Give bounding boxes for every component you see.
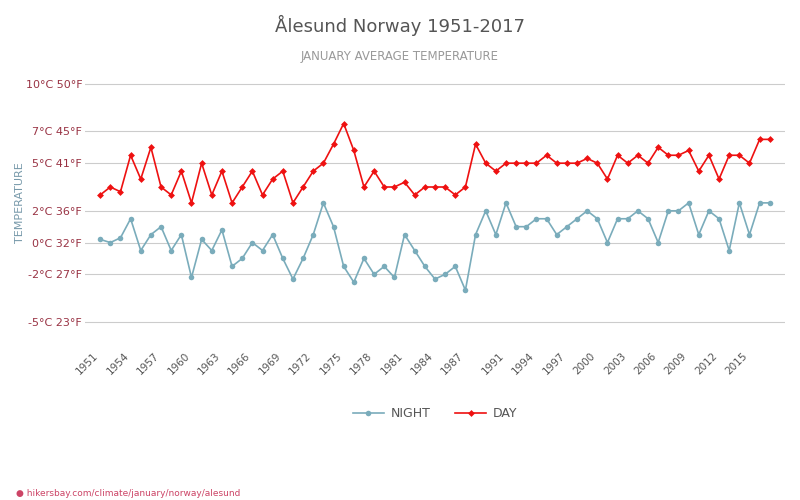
- Text: ● hikersbay.com/climate/january/norway/alesund: ● hikersbay.com/climate/january/norway/a…: [16, 488, 240, 498]
- DAY: [390, 184, 399, 190]
- Line: DAY: DAY: [98, 121, 772, 206]
- NIGHT: [177, 232, 186, 237]
- DAY: [724, 152, 734, 158]
- DAY: [95, 192, 105, 198]
- NIGHT: [765, 200, 774, 206]
- DAY: [765, 136, 774, 142]
- Y-axis label: TEMPERATURE: TEMPERATURE: [15, 162, 25, 244]
- DAY: [146, 144, 156, 150]
- DAY: [623, 160, 633, 166]
- DAY: [177, 168, 186, 174]
- NIGHT: [461, 287, 470, 293]
- DAY: [339, 120, 349, 126]
- NIGHT: [623, 216, 633, 222]
- Text: Ålesund Norway 1951-2017: Ålesund Norway 1951-2017: [275, 15, 525, 36]
- NIGHT: [410, 248, 419, 254]
- Line: NIGHT: NIGHT: [98, 200, 773, 293]
- DAY: [420, 184, 430, 190]
- NIGHT: [318, 200, 328, 206]
- NIGHT: [95, 236, 105, 242]
- Text: JANUARY AVERAGE TEMPERATURE: JANUARY AVERAGE TEMPERATURE: [301, 50, 499, 63]
- NIGHT: [379, 264, 389, 270]
- DAY: [186, 200, 196, 206]
- Legend: NIGHT, DAY: NIGHT, DAY: [348, 402, 522, 425]
- NIGHT: [146, 232, 156, 237]
- NIGHT: [724, 248, 734, 254]
